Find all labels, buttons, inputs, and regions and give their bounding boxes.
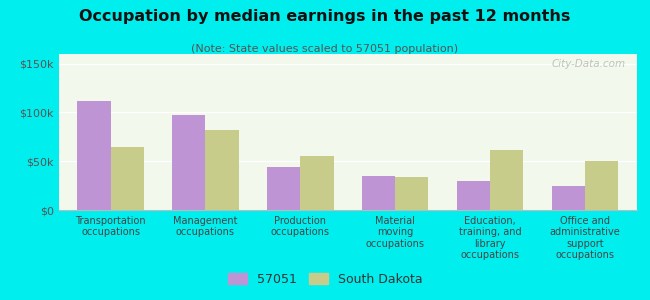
Text: Occupation by median earnings in the past 12 months: Occupation by median earnings in the pas… <box>79 9 571 24</box>
Bar <box>205 130 239 210</box>
Bar <box>457 181 490 210</box>
Bar <box>77 101 110 210</box>
Legend: 57051, South Dakota: 57051, South Dakota <box>223 268 427 291</box>
Bar <box>395 177 428 210</box>
Text: City-Data.com: City-Data.com <box>551 59 625 69</box>
Bar <box>552 186 585 210</box>
Bar <box>300 156 333 210</box>
Bar <box>585 161 618 210</box>
Bar <box>111 147 144 210</box>
Bar <box>490 149 523 210</box>
Bar <box>172 116 205 210</box>
Text: (Note: State values scaled to 57051 population): (Note: State values scaled to 57051 popu… <box>192 44 458 53</box>
Bar <box>267 167 300 210</box>
Bar <box>362 176 395 210</box>
